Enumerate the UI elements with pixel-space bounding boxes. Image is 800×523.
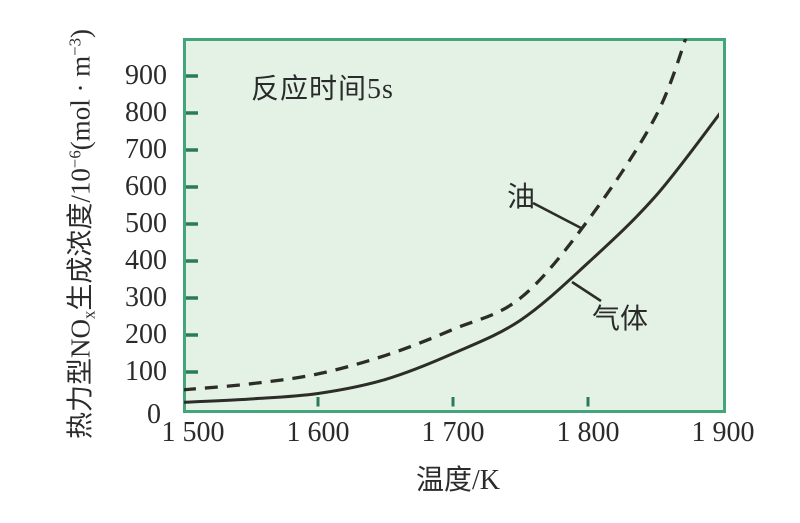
- y-tick-label: 800: [125, 97, 167, 128]
- x-axis-title: 温度/K: [415, 465, 500, 496]
- y-tick-label: 300: [125, 282, 167, 313]
- y-tick-label: 600: [125, 171, 167, 202]
- y-axis-title-subscript: x: [79, 310, 99, 320]
- x-tick-label: 1 600: [286, 417, 350, 448]
- x-tick-label: 1 900: [691, 417, 755, 448]
- series-label-oil: 油: [507, 182, 536, 213]
- y-axis-title-text: 生成浓度/10: [65, 168, 96, 311]
- y-tick-label: 900: [125, 60, 167, 91]
- y-axis-title-superscript: −3: [65, 37, 85, 56]
- x-tick-label: 1 800: [556, 417, 620, 448]
- y-tick-label: 500: [125, 208, 167, 239]
- y-axis-title: 热力型NOx生成浓度/10−6(mol · m−3): [58, 29, 99, 439]
- y-tick-label: 700: [125, 134, 167, 165]
- x-tick-label: 1 500: [161, 417, 225, 448]
- y-tick-label: 100: [125, 356, 167, 387]
- y-axis-title-superscript: −6: [65, 150, 85, 169]
- y-tick-label: 0: [147, 399, 161, 430]
- x-tick-label: 1 700: [421, 417, 485, 448]
- y-tick-label: 400: [125, 245, 167, 276]
- y-axis-title-text: (mol · m: [65, 55, 96, 151]
- y-tick-label: 200: [125, 319, 167, 350]
- reaction-time-annotation: 反应时间5s: [251, 74, 394, 105]
- series-label-gas: 气体: [592, 304, 649, 335]
- y-axis-title-text: ): [65, 28, 96, 38]
